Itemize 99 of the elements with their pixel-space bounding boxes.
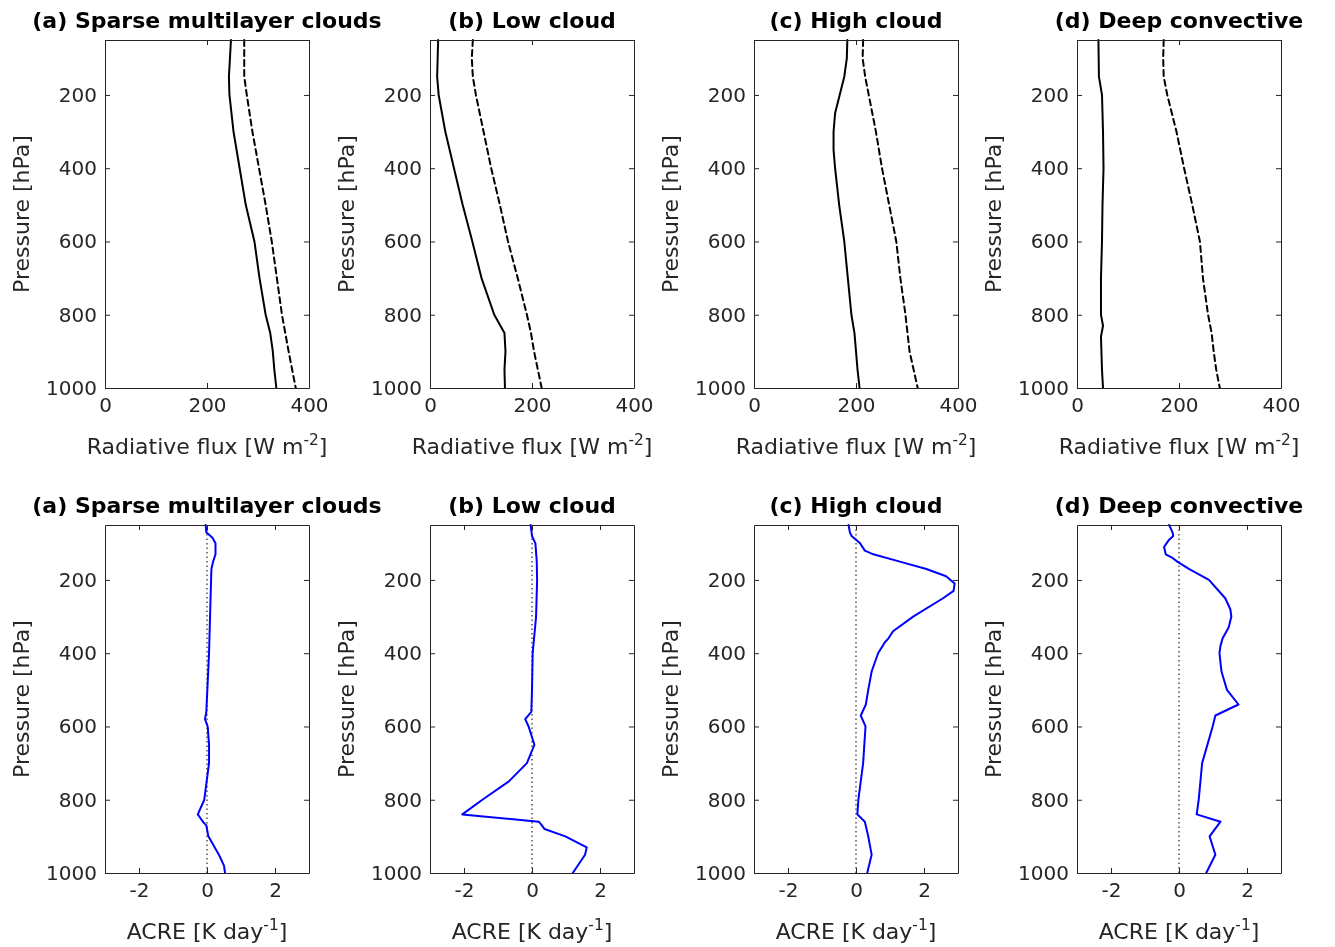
y-tick-label: 200 <box>707 567 746 592</box>
y-axis-title: Pressure [hPa] <box>658 135 683 293</box>
x-tick-label: 400 <box>1262 393 1301 418</box>
line-series <box>470 39 543 389</box>
y-tick-label: 600 <box>58 714 97 739</box>
line-series <box>1163 524 1240 874</box>
y-axis-title: Pressure [hPa] <box>9 620 34 778</box>
x-tick-label: 0 <box>201 878 214 903</box>
y-tick-label: 1000 <box>371 860 422 885</box>
y-tick-label: 200 <box>1030 82 1069 107</box>
y-tick-label: 400 <box>383 156 422 181</box>
x-axis-title: ACRE [K day$^{-1}$] <box>1098 916 1260 944</box>
y-tick-label: 1000 <box>1018 860 1069 885</box>
x-tick-label: 2 <box>918 878 931 903</box>
y-tick-label: 600 <box>1030 229 1069 254</box>
chart-title: (a) Sparse multilayer clouds <box>32 493 382 518</box>
x-tick-label: 0 <box>850 878 863 903</box>
y-axis-title: Pressure [hPa] <box>658 620 683 778</box>
x-tick-label: 0 <box>424 393 437 418</box>
x-axis-title: Radiative flux [W m$^{-2}$] <box>1058 431 1300 459</box>
y-tick-label: 600 <box>1030 714 1069 739</box>
y-tick-label: 200 <box>707 82 746 107</box>
line-series <box>243 39 297 389</box>
x-tick-label: 200 <box>188 393 227 418</box>
chart-title: (b) Low cloud <box>448 8 616 33</box>
y-axis-title: Pressure [hPa] <box>334 135 359 293</box>
x-tick-label: 2 <box>269 878 282 903</box>
y-tick-label: 1000 <box>1018 375 1069 400</box>
line-series <box>861 39 919 389</box>
y-tick-label: 200 <box>383 82 422 107</box>
x-axis-title: ACRE [K day$^{-1}$] <box>451 916 613 944</box>
y-tick-label: 200 <box>58 82 97 107</box>
y-tick-label: 400 <box>383 641 422 666</box>
y-tick-label: 800 <box>383 787 422 812</box>
y-tick-label: 800 <box>58 787 97 812</box>
x-axis-title: ACRE [K day$^{-1}$] <box>126 916 288 944</box>
y-tick-label: 600 <box>707 714 746 739</box>
line-series <box>1162 39 1221 389</box>
x-tick-label: 400 <box>290 393 329 418</box>
y-tick-label: 600 <box>383 714 422 739</box>
x-tick-label: 200 <box>1160 393 1199 418</box>
line-series <box>196 524 227 874</box>
x-axis-title: Radiative flux [W m$^{-2}$] <box>735 431 977 459</box>
y-tick-label: 400 <box>707 641 746 666</box>
y-axis-title: Pressure [hPa] <box>9 135 34 293</box>
x-tick-label: 0 <box>1071 393 1084 418</box>
x-tick-label: 0 <box>748 393 761 418</box>
x-tick-label: 200 <box>513 393 552 418</box>
chart-title: (d) Deep convective <box>1054 8 1304 33</box>
y-tick-label: 1000 <box>695 375 746 400</box>
x-tick-label: 400 <box>939 393 978 418</box>
y-tick-label: 1000 <box>46 860 97 885</box>
y-tick-label: 400 <box>1030 156 1069 181</box>
y-tick-label: 600 <box>383 229 422 254</box>
line-series <box>436 39 507 389</box>
y-tick-label: 400 <box>707 156 746 181</box>
chart-title: (c) High cloud <box>769 493 943 518</box>
y-tick-label: 1000 <box>371 375 422 400</box>
y-axis-title: Pressure [hPa] <box>981 620 1006 778</box>
y-tick-label: 200 <box>58 567 97 592</box>
y-tick-label: 200 <box>1030 567 1069 592</box>
line-series <box>832 39 861 389</box>
chart-title: (c) High cloud <box>769 8 943 33</box>
x-tick-label: -2 <box>1101 878 1122 903</box>
line-series <box>1097 39 1105 389</box>
x-tick-label: 2 <box>1241 878 1254 903</box>
y-tick-label: 200 <box>383 567 422 592</box>
x-tick-label: -2 <box>129 878 150 903</box>
y-tick-label: 400 <box>1030 641 1069 666</box>
chart-title: (b) Low cloud <box>448 493 616 518</box>
x-tick-label: 0 <box>526 878 539 903</box>
y-tick-label: 800 <box>58 302 97 327</box>
x-axis-title: ACRE [K day$^{-1}$] <box>775 916 937 944</box>
x-axis-title: Radiative flux [W m$^{-2}$] <box>411 431 653 459</box>
x-tick-label: 400 <box>615 393 654 418</box>
y-tick-label: 800 <box>707 787 746 812</box>
chart-title: (d) Deep convective <box>1054 493 1304 518</box>
x-tick-label: -2 <box>778 878 799 903</box>
y-tick-label: 600 <box>58 229 97 254</box>
y-tick-label: 400 <box>58 641 97 666</box>
chart-title: (a) Sparse multilayer clouds <box>32 8 382 33</box>
x-tick-label: 0 <box>99 393 112 418</box>
x-tick-label: -2 <box>454 878 475 903</box>
y-tick-label: 1000 <box>695 860 746 885</box>
line-series <box>461 524 588 874</box>
y-tick-label: 800 <box>1030 302 1069 327</box>
y-tick-label: 800 <box>383 302 422 327</box>
y-tick-label: 1000 <box>46 375 97 400</box>
y-tick-label: 600 <box>707 229 746 254</box>
y-tick-label: 400 <box>58 156 97 181</box>
y-axis-title: Pressure [hPa] <box>334 620 359 778</box>
line-series <box>227 39 278 389</box>
x-tick-label: 2 <box>594 878 607 903</box>
x-axis-title: Radiative flux [W m$^{-2}$] <box>86 431 328 459</box>
y-tick-label: 800 <box>707 302 746 327</box>
x-tick-label: 0 <box>1173 878 1186 903</box>
y-axis-title: Pressure [hPa] <box>981 135 1006 293</box>
y-tick-label: 800 <box>1030 787 1069 812</box>
x-tick-label: 200 <box>837 393 876 418</box>
